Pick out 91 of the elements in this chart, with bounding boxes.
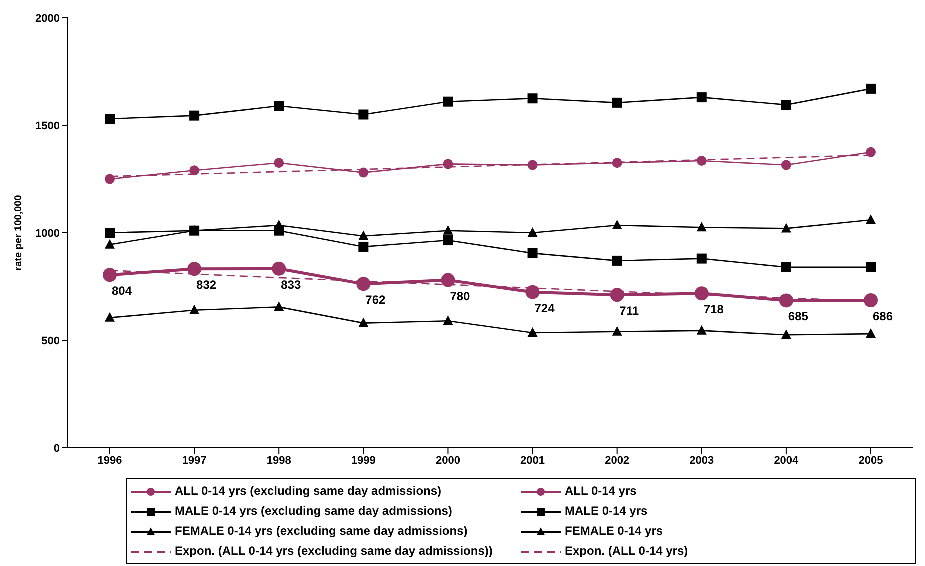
- point: [105, 312, 115, 322]
- point: [781, 100, 792, 110]
- point: [781, 160, 792, 170]
- point: [356, 277, 371, 292]
- data-label: 780: [450, 289, 471, 304]
- point: [696, 92, 707, 103]
- point: [779, 294, 794, 308]
- point: [190, 110, 200, 121]
- point: [105, 228, 115, 238]
- legend-label: MALE 0-14 yrs: [565, 504, 648, 518]
- point: [528, 228, 538, 237]
- point: [781, 262, 792, 272]
- point: [528, 94, 538, 104]
- data-label: 832: [196, 278, 217, 292]
- point: [441, 273, 456, 288]
- point: [696, 222, 707, 232]
- point: [528, 160, 538, 170]
- point: [866, 262, 876, 272]
- point: [612, 158, 622, 168]
- point: [696, 325, 707, 335]
- point: [190, 304, 200, 314]
- point: [358, 168, 369, 178]
- point: [443, 225, 454, 235]
- point: [358, 230, 369, 240]
- legend-label: Expon. (ALL 0-14 yrs (excluding same day admissions)): [175, 544, 493, 558]
- point: [274, 101, 284, 112]
- data-label: 762: [366, 293, 386, 308]
- x-tick-label: 2002: [605, 454, 630, 467]
- point: [528, 248, 538, 258]
- point: [274, 220, 284, 230]
- point: [866, 147, 876, 158]
- data-label: 686: [872, 310, 894, 324]
- y-tick-label: 500: [42, 335, 60, 348]
- x-tick-label: 1997: [182, 454, 207, 467]
- point: [528, 327, 538, 337]
- legend-label: FEMALE 0-14 yrs (excluding same day admissions): [175, 524, 468, 538]
- point: [864, 294, 878, 308]
- point: [694, 286, 709, 301]
- legend-label: MALE 0-14 yrs (excluding same day admissions): [175, 504, 452, 518]
- y-tick-label: 1000: [36, 228, 60, 240]
- x-tick-label: 2004: [774, 454, 800, 467]
- point: [443, 236, 454, 246]
- point: [188, 262, 202, 276]
- data-label: 718: [704, 302, 724, 317]
- data-label: 804: [112, 284, 132, 298]
- legend-label: ALL 0-14 yrs: [565, 484, 637, 498]
- x-tick-label: 1999: [351, 454, 376, 467]
- legend-label: Expon. (ALL 0-14 yrs): [565, 544, 688, 558]
- point: [612, 326, 622, 336]
- legend-label: FEMALE 0-14 yrs: [565, 524, 664, 538]
- x-tick-label: 1996: [98, 454, 122, 467]
- point: [612, 220, 622, 230]
- y-tick-label: 1500: [36, 120, 60, 132]
- x-tick-label: 2003: [690, 454, 714, 467]
- point: [781, 223, 792, 233]
- y-axis-title: rate per 100,000: [14, 194, 25, 271]
- point: [190, 166, 200, 176]
- y-tick-label: 0: [54, 442, 60, 455]
- point: [272, 262, 286, 276]
- point: [443, 316, 454, 326]
- point: [612, 256, 622, 266]
- point: [696, 254, 707, 264]
- x-tick-label: 2001: [520, 454, 546, 467]
- point: [274, 302, 284, 312]
- y-tick-label: 2000: [36, 12, 60, 25]
- point: [358, 242, 369, 252]
- x-tick-label: 1998: [266, 454, 292, 467]
- data-label: 724: [534, 301, 556, 316]
- point: [443, 159, 454, 170]
- point: [103, 268, 117, 282]
- point: [866, 84, 876, 94]
- point: [358, 318, 369, 328]
- point: [105, 174, 115, 184]
- point: [274, 158, 284, 168]
- x-tick-label: 2005: [858, 454, 884, 467]
- point: [105, 114, 115, 124]
- point: [781, 330, 792, 340]
- point: [866, 328, 876, 338]
- point: [696, 156, 707, 166]
- legend-label: ALL 0-14 yrs (excluding same day admissions): [175, 484, 442, 498]
- data-label: 833: [281, 278, 302, 292]
- point: [866, 214, 876, 224]
- point: [526, 285, 540, 300]
- x-tick-label: 2000: [436, 454, 460, 467]
- point: [612, 98, 622, 108]
- point: [610, 288, 624, 302]
- point: [443, 96, 454, 107]
- data-label: 685: [788, 310, 809, 324]
- point: [105, 239, 115, 249]
- data-label: 711: [620, 304, 640, 318]
- point: [358, 110, 369, 120]
